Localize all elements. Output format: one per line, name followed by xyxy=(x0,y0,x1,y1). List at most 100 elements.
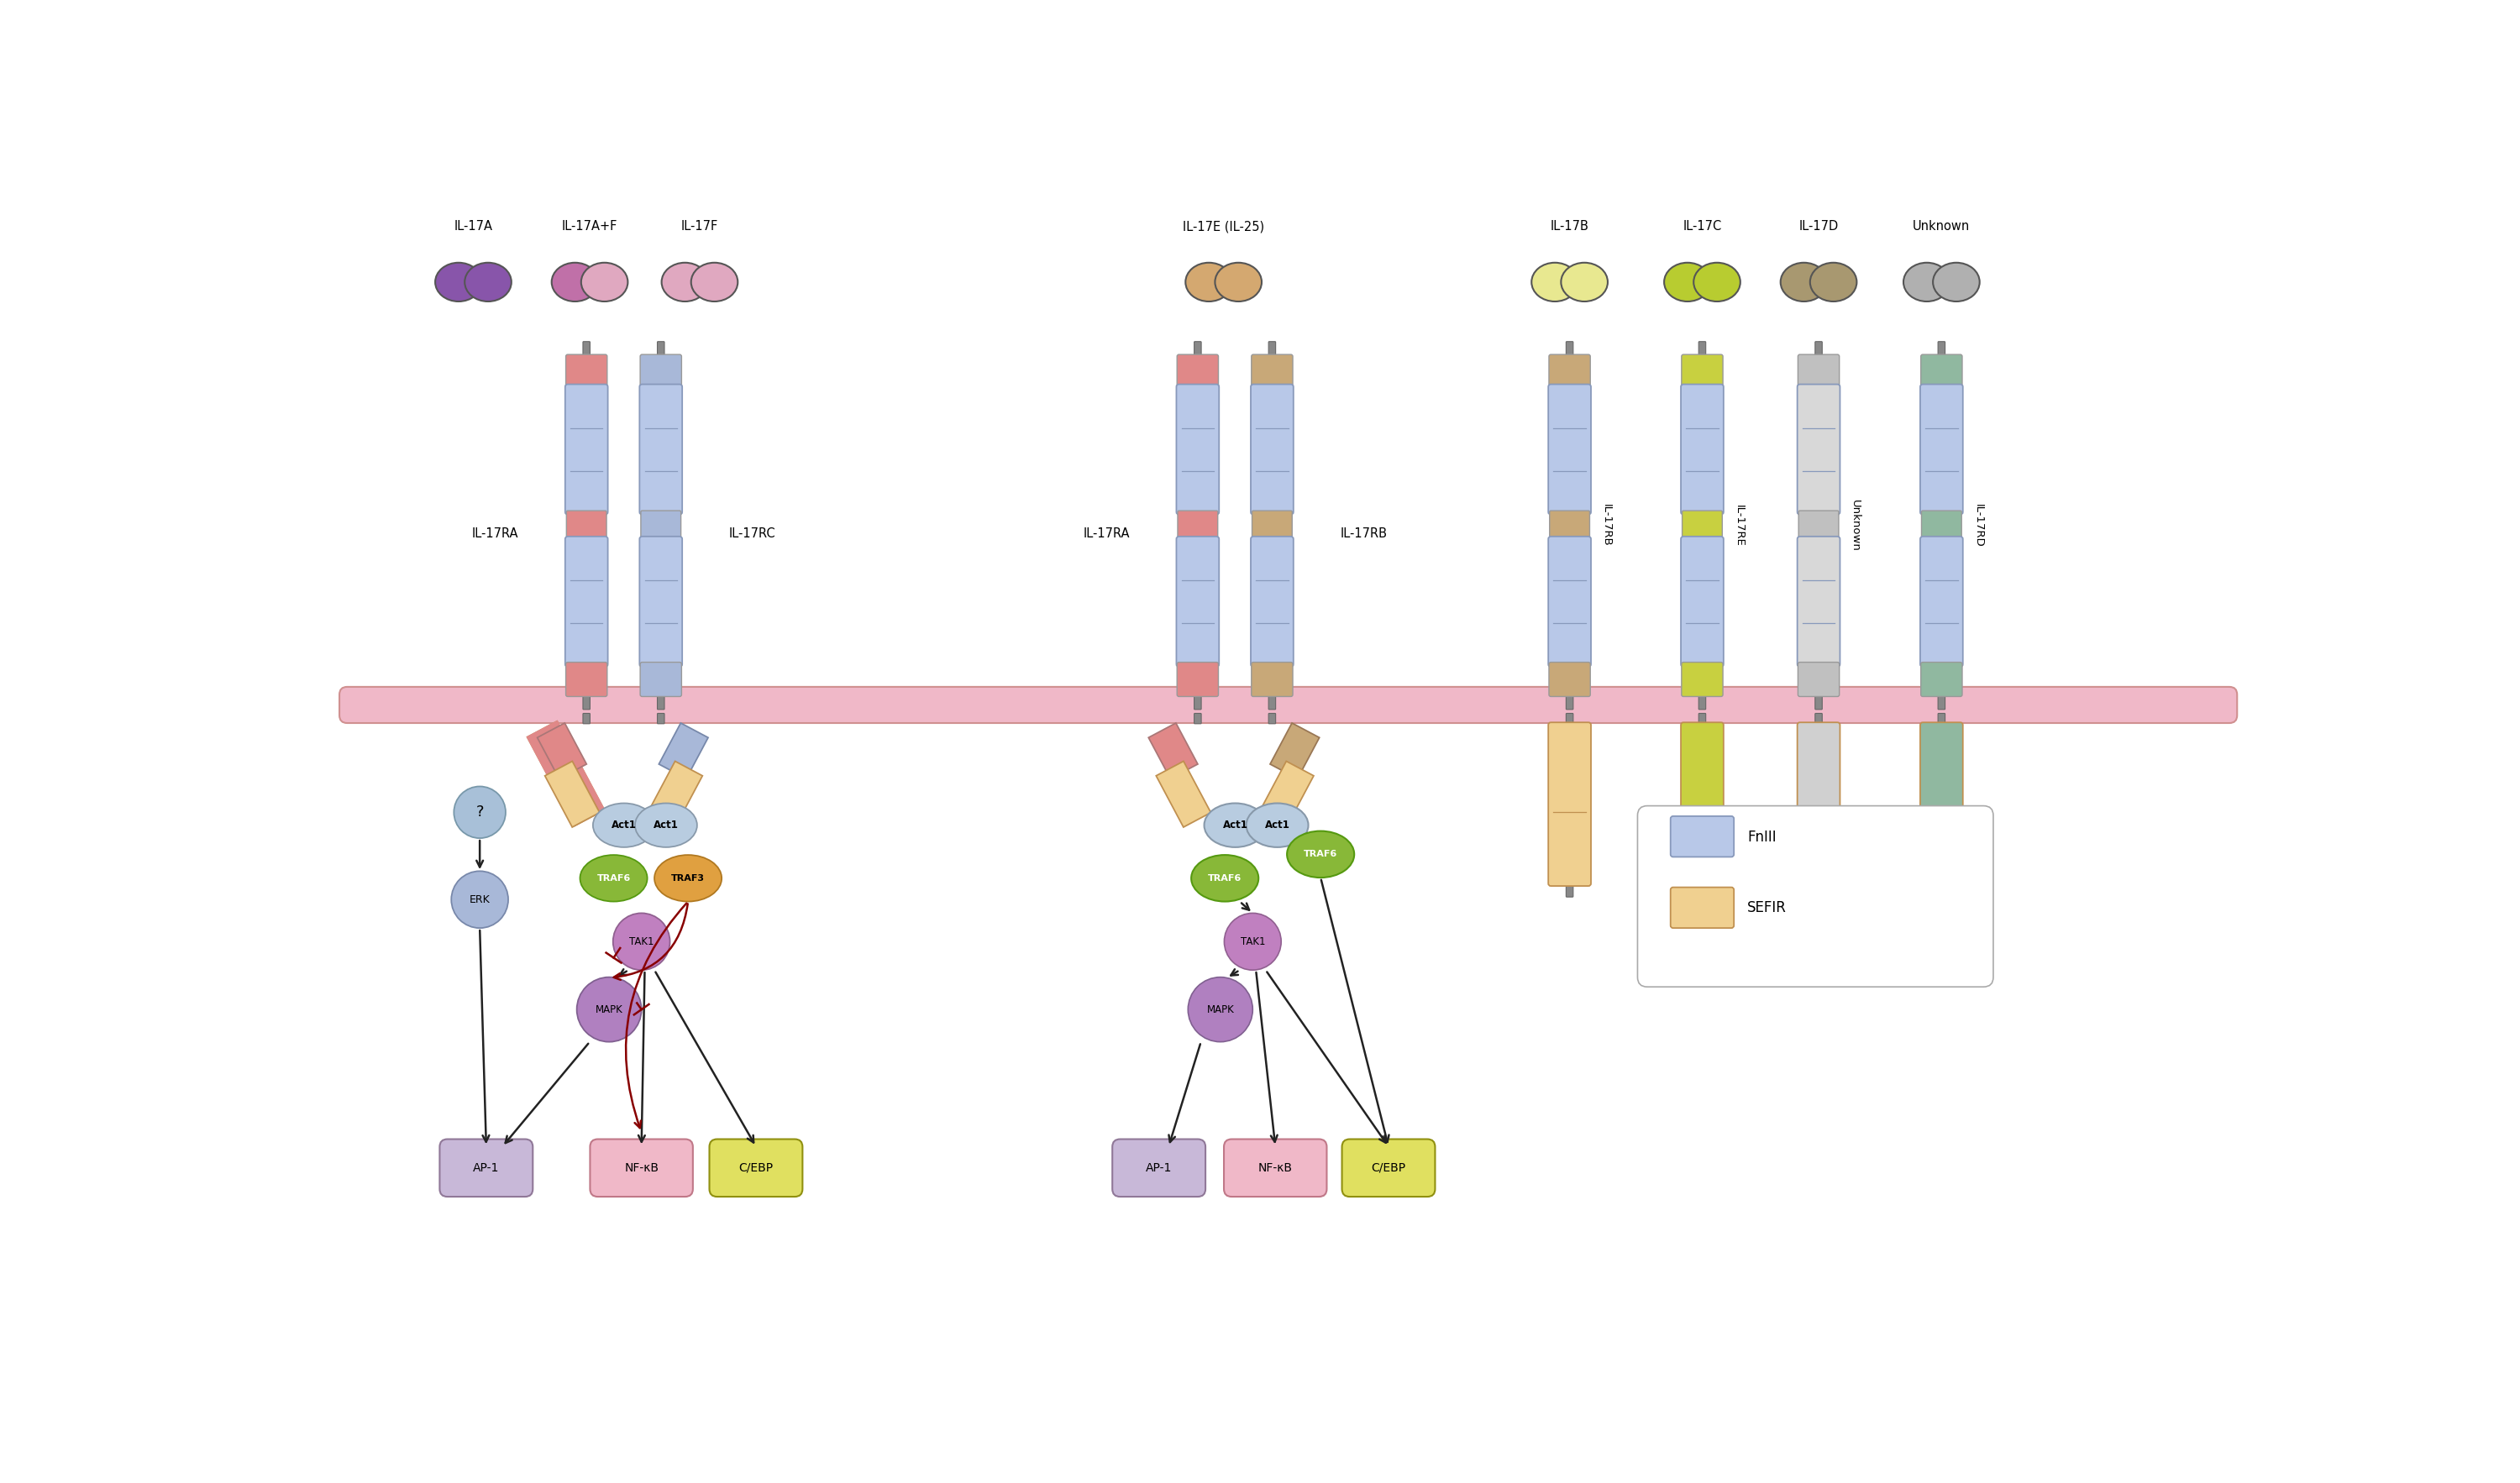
Ellipse shape xyxy=(1205,804,1265,847)
Text: Act1: Act1 xyxy=(612,820,638,830)
FancyBboxPatch shape xyxy=(711,1139,801,1197)
FancyBboxPatch shape xyxy=(658,713,665,724)
FancyBboxPatch shape xyxy=(1550,510,1590,540)
FancyBboxPatch shape xyxy=(1671,887,1734,928)
Text: IL-17B: IL-17B xyxy=(1550,221,1590,233)
Text: IL-17RB: IL-17RB xyxy=(1341,528,1386,540)
FancyBboxPatch shape xyxy=(1671,816,1734,857)
Ellipse shape xyxy=(1933,262,1981,301)
FancyBboxPatch shape xyxy=(1565,713,1572,724)
Text: IL-17RB: IL-17RB xyxy=(1600,504,1613,547)
Text: SEFIR: SEFIR xyxy=(1746,900,1787,915)
Text: MAPK: MAPK xyxy=(1207,1004,1235,1014)
FancyBboxPatch shape xyxy=(590,1139,693,1197)
FancyBboxPatch shape xyxy=(1565,694,1572,709)
FancyBboxPatch shape xyxy=(1797,537,1840,667)
FancyBboxPatch shape xyxy=(1547,537,1590,667)
FancyBboxPatch shape xyxy=(1638,805,1993,986)
FancyBboxPatch shape xyxy=(1698,341,1706,357)
FancyBboxPatch shape xyxy=(1938,694,1945,709)
FancyBboxPatch shape xyxy=(1799,510,1840,540)
Text: TRAF6: TRAF6 xyxy=(1303,850,1338,859)
Ellipse shape xyxy=(635,804,698,847)
Ellipse shape xyxy=(580,856,648,902)
Text: IL-17RE: IL-17RE xyxy=(1734,504,1744,546)
FancyBboxPatch shape xyxy=(1938,882,1945,897)
Ellipse shape xyxy=(655,856,721,902)
Text: IL-17E (IL-25): IL-17E (IL-25) xyxy=(1182,221,1265,233)
FancyBboxPatch shape xyxy=(1177,384,1220,515)
FancyBboxPatch shape xyxy=(1920,510,1961,540)
FancyBboxPatch shape xyxy=(640,537,683,667)
FancyBboxPatch shape xyxy=(1797,384,1840,515)
Text: TAK1: TAK1 xyxy=(1240,936,1265,948)
FancyBboxPatch shape xyxy=(1797,722,1840,885)
Ellipse shape xyxy=(582,262,627,301)
FancyBboxPatch shape xyxy=(1268,713,1275,724)
Ellipse shape xyxy=(592,804,655,847)
Text: IL-17RD: IL-17RD xyxy=(1973,504,1983,547)
FancyBboxPatch shape xyxy=(1343,1139,1434,1197)
FancyBboxPatch shape xyxy=(1938,341,1945,357)
FancyBboxPatch shape xyxy=(1177,537,1220,667)
Circle shape xyxy=(577,977,643,1043)
Ellipse shape xyxy=(436,262,481,301)
Text: TRAF6: TRAF6 xyxy=(1207,873,1242,882)
FancyBboxPatch shape xyxy=(1194,694,1202,709)
Text: ERK: ERK xyxy=(469,894,491,905)
Text: NF-κB: NF-κB xyxy=(1257,1163,1293,1175)
Text: IL-17RC: IL-17RC xyxy=(728,528,776,540)
FancyBboxPatch shape xyxy=(1550,663,1590,697)
Text: C/EBP: C/EBP xyxy=(738,1163,774,1175)
FancyBboxPatch shape xyxy=(564,384,607,515)
FancyBboxPatch shape xyxy=(1814,882,1822,897)
Circle shape xyxy=(612,914,670,970)
FancyBboxPatch shape xyxy=(1698,694,1706,709)
Text: Act1: Act1 xyxy=(1265,820,1290,830)
FancyBboxPatch shape xyxy=(1268,694,1275,709)
FancyBboxPatch shape xyxy=(1814,694,1822,709)
FancyBboxPatch shape xyxy=(567,354,607,389)
FancyBboxPatch shape xyxy=(658,341,665,357)
FancyBboxPatch shape xyxy=(1814,341,1822,357)
FancyBboxPatch shape xyxy=(1920,384,1963,515)
FancyBboxPatch shape xyxy=(1252,510,1293,540)
Text: ?: ? xyxy=(476,805,484,820)
Ellipse shape xyxy=(1288,830,1353,878)
Text: NF-κB: NF-κB xyxy=(625,1163,658,1175)
Ellipse shape xyxy=(1693,262,1741,301)
FancyBboxPatch shape xyxy=(582,341,590,357)
Ellipse shape xyxy=(1782,262,1827,301)
Ellipse shape xyxy=(1809,262,1857,301)
Text: IL-17C: IL-17C xyxy=(1683,221,1721,233)
FancyBboxPatch shape xyxy=(1250,384,1293,515)
Text: IL-17A: IL-17A xyxy=(454,221,491,233)
FancyBboxPatch shape xyxy=(1698,713,1706,724)
FancyBboxPatch shape xyxy=(582,694,590,709)
Text: IL-17F: IL-17F xyxy=(680,221,718,233)
FancyBboxPatch shape xyxy=(1252,354,1293,389)
FancyBboxPatch shape xyxy=(1920,722,1963,885)
FancyBboxPatch shape xyxy=(1681,663,1724,697)
FancyBboxPatch shape xyxy=(640,510,680,540)
FancyBboxPatch shape xyxy=(1177,354,1217,389)
Ellipse shape xyxy=(1560,262,1608,301)
Text: IL-17RA: IL-17RA xyxy=(1084,528,1129,540)
Ellipse shape xyxy=(464,262,512,301)
Polygon shape xyxy=(1260,761,1313,828)
FancyBboxPatch shape xyxy=(640,384,683,515)
Text: Unknown: Unknown xyxy=(1913,221,1971,233)
FancyBboxPatch shape xyxy=(564,537,607,667)
Polygon shape xyxy=(544,761,600,828)
Ellipse shape xyxy=(1184,262,1232,301)
Text: TRAF3: TRAF3 xyxy=(670,873,706,882)
FancyBboxPatch shape xyxy=(658,694,665,709)
Polygon shape xyxy=(537,724,587,779)
FancyBboxPatch shape xyxy=(1194,341,1202,357)
FancyBboxPatch shape xyxy=(1698,882,1706,897)
Polygon shape xyxy=(1157,761,1210,828)
FancyBboxPatch shape xyxy=(1111,1139,1205,1197)
FancyBboxPatch shape xyxy=(567,663,607,697)
Ellipse shape xyxy=(1192,856,1257,902)
FancyBboxPatch shape xyxy=(1681,537,1724,667)
